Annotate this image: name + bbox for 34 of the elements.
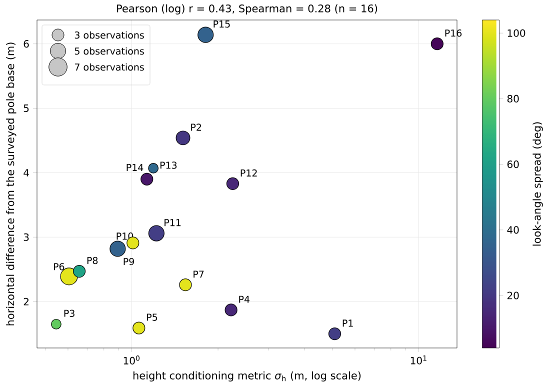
x-tick-label: 10$^{0}$: [124, 356, 140, 364]
annotation: P12: [240, 169, 257, 176]
chart-title: Pearson (log) r = 0.43, Spearman = 0.28 (n = 16): [117, 4, 378, 14]
annotation: P15: [214, 20, 230, 28]
color-bar-label: 40: [507, 226, 519, 234]
annotation: P13: [160, 162, 177, 169]
legend-label: 3 observations: [74, 31, 144, 39]
color-bar-title: look-angle spread (deg): [532, 122, 543, 246]
color-bar-label: 80: [507, 94, 519, 102]
annotation: P8: [87, 256, 98, 264]
legend-label: 5 observations: [74, 47, 144, 55]
x-tick-label: 10$^{1}$: [410, 356, 426, 364]
color-bar-label: 60: [507, 160, 519, 168]
annotation: P7: [194, 270, 204, 278]
annotation: P2: [191, 124, 202, 131]
y-tick-label: 3: [24, 233, 29, 241]
y-tick-label: 4: [24, 169, 29, 176]
annotation: P4: [239, 296, 250, 303]
annotation: P16: [445, 29, 462, 37]
annotation: P9: [124, 258, 134, 266]
annotation: P5: [147, 314, 158, 321]
annotation: P1: [342, 320, 353, 327]
annotation: P6: [54, 263, 64, 270]
y-tick-label: 2: [24, 298, 28, 306]
y-tick-label: 5: [24, 104, 29, 112]
annotation: P11: [164, 219, 181, 226]
annotation: P14: [126, 164, 144, 171]
color-bar-label: 100: [508, 29, 526, 37]
color-bar-label: 20: [507, 292, 519, 300]
x-axis-title: height conditioning metric σ$_{h}$ (m, log scale): [133, 371, 361, 382]
annotation: P3: [64, 310, 74, 317]
y-axis-title: horizontal difference from the surveyed pole base (m): [6, 42, 16, 326]
legend-label: 7 observations: [74, 63, 144, 71]
y-tick-label: 6: [24, 40, 29, 48]
